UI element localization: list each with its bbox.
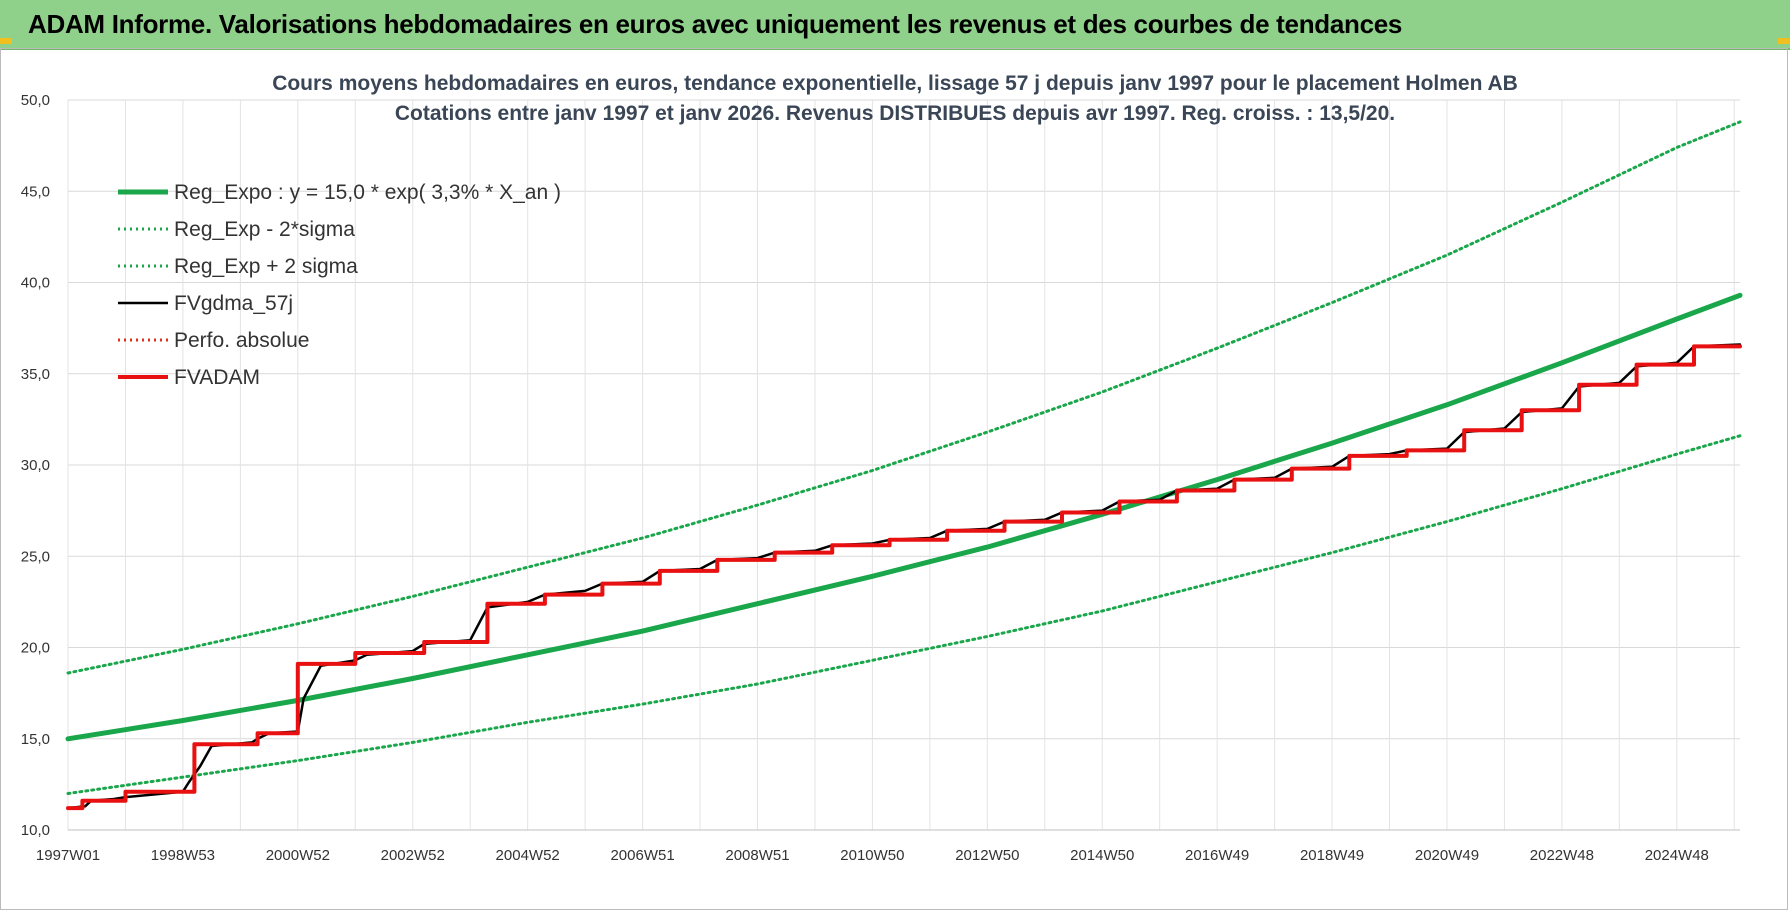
y-tick-label: 40,0 [21,275,50,292]
x-tick-label: 2018W49 [1300,847,1364,864]
x-tick-label: 2016W49 [1185,847,1249,864]
x-tick-label: 2004W52 [496,847,560,864]
x-tick-label: 2022W48 [1530,847,1594,864]
series-layer [65,120,1743,811]
x-tick-label: 1997W01 [36,847,100,864]
chart-area: 10,0 15,0 20,0 25,0 30,0 35,0 40,0 45,0 50,0 199… [21,72,1743,864]
series-line [65,292,1743,742]
x-tick-label: 2014W50 [1070,847,1134,864]
series-line [66,120,1742,675]
y-tick-label: 25,0 [21,548,50,565]
x-tick-label: 2002W52 [381,847,445,864]
legend-label: FVADAM [174,366,260,389]
x-tick-label: 2008W51 [725,847,789,864]
report-banner: ADAM Informe. Valorisations hebdomadaire… [0,0,1790,50]
y-tick-label: 30,0 [21,457,50,474]
x-tick-label: 2020W49 [1415,847,1479,864]
x-tick-label: 2012W50 [955,847,1019,864]
x-axis-tick-labels: 1997W01 1998W53 2000W52 2002W52 2004W52 2006W… [36,847,1709,864]
legend-label: Reg_Exp + 2 sigma [174,255,358,278]
series-line [66,434,1742,795]
x-tick-label: 2024W48 [1645,847,1709,864]
y-tick-label: 35,0 [21,366,50,383]
grid-lines [67,99,1740,831]
y-tick-label: 45,0 [21,183,50,200]
y-tick-label: 20,0 [21,640,50,657]
corner-marker [0,38,12,44]
legend-label: Reg_Exp - 2*sigma [174,218,355,241]
y-tick-label: 50,0 [21,92,50,109]
x-tick-label: 2006W51 [610,847,674,864]
legend-label: Reg_Expo : y = 15,0 * exp( 3,3% * X_an ) [174,181,561,204]
x-tick-label: 2000W52 [266,847,330,864]
y-tick-label: 10,0 [21,822,50,839]
legend: Reg_Expo : y = 15,0 * exp( 3,3% * X_an )… [118,181,561,389]
y-tick-label: 15,0 [21,731,50,748]
series-line [66,344,1742,811]
y-axis-tick-labels: 10,0 15,0 20,0 25,0 30,0 35,0 40,0 45,0 50,0 [21,92,50,839]
chart-subtitle: Cotations entre janv 1997 et janv 2026. … [395,102,1395,125]
legend-label: FVgdma_57j [174,292,293,315]
legend-label: Perfo. absolue [174,329,309,352]
corner-marker [1778,38,1790,44]
chart-title: Cours moyens hebdomadaires en euros, ten… [272,72,1518,95]
x-tick-label: 1998W53 [151,847,215,864]
report-title: ADAM Informe. Valorisations hebdomadaire… [28,9,1403,39]
x-tick-label: 2010W50 [840,847,904,864]
